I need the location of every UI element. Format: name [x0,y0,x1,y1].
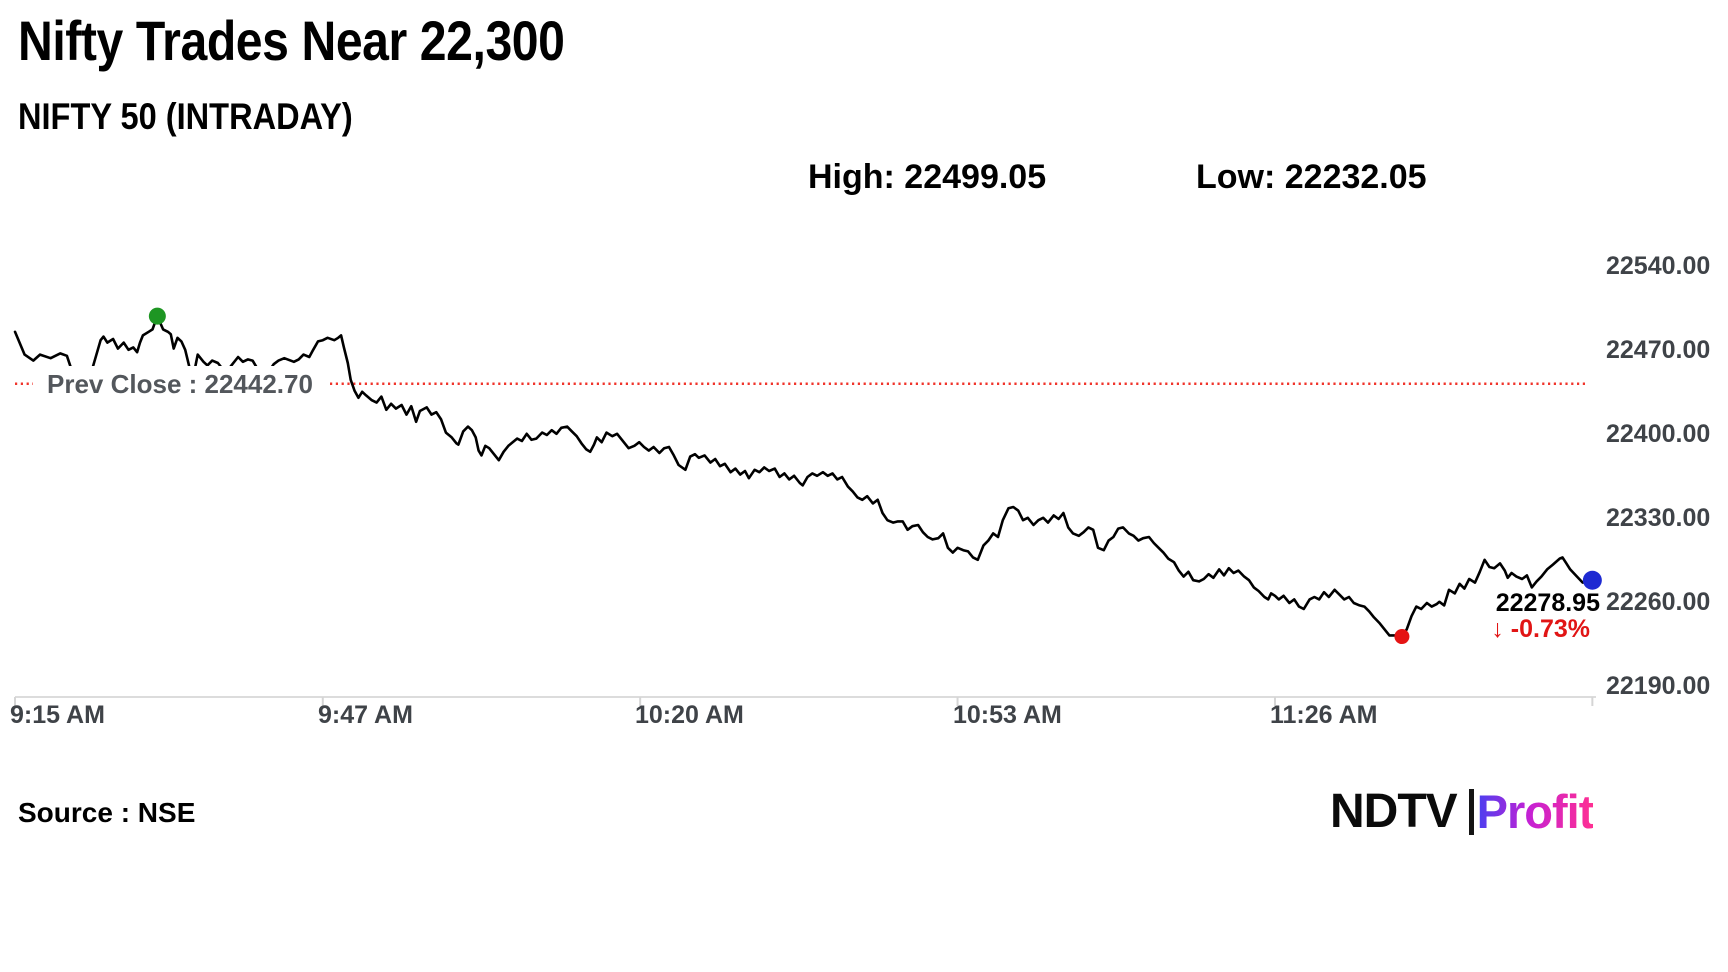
change-percent-label: ↓ -0.73% [1491,615,1590,643]
x-axis-label: 10:53 AM [953,701,1062,729]
y-axis-label: 22400.00 [1606,420,1711,448]
price-line [13,314,1594,638]
low-value-label: Low: 22232.05 [1196,158,1427,196]
high-marker-dot [148,307,166,325]
last-marker-dot [1582,570,1602,590]
ndtv-profit-logo: NDTV Profit [1330,784,1595,839]
x-axis-label: 9:15 AM [10,701,105,729]
y-axis-label: 22260.00 [1606,588,1711,616]
high-value-label: High: 22499.05 [808,158,1047,196]
prev-close-label: Prev Close : 22442.70 [38,366,322,402]
y-axis-label: 22330.00 [1606,504,1711,532]
x-axis-label: 10:20 AM [635,701,744,729]
chart-subtitle: NIFTY 50 (INTRADAY) [18,96,353,137]
last-price-label: 22278.95 [1495,589,1600,617]
x-axis-label: 9:47 AM [318,701,413,729]
y-axis-label: 22470.00 [1606,336,1711,364]
ndtv-wordmark: NDTV [1330,785,1458,838]
page-title: Nifty Trades Near 22,300 [18,9,565,72]
y-axis-label: 22190.00 [1606,672,1711,700]
low-marker-dot [1394,629,1410,645]
x-axis-label: 11:26 AM [1270,701,1378,729]
source-attribution: Source : NSE [18,797,196,828]
logo-divider [1468,788,1474,835]
profit-wordmark: Profit [1476,785,1595,838]
y-axis-label: 22540.00 [1606,252,1711,280]
